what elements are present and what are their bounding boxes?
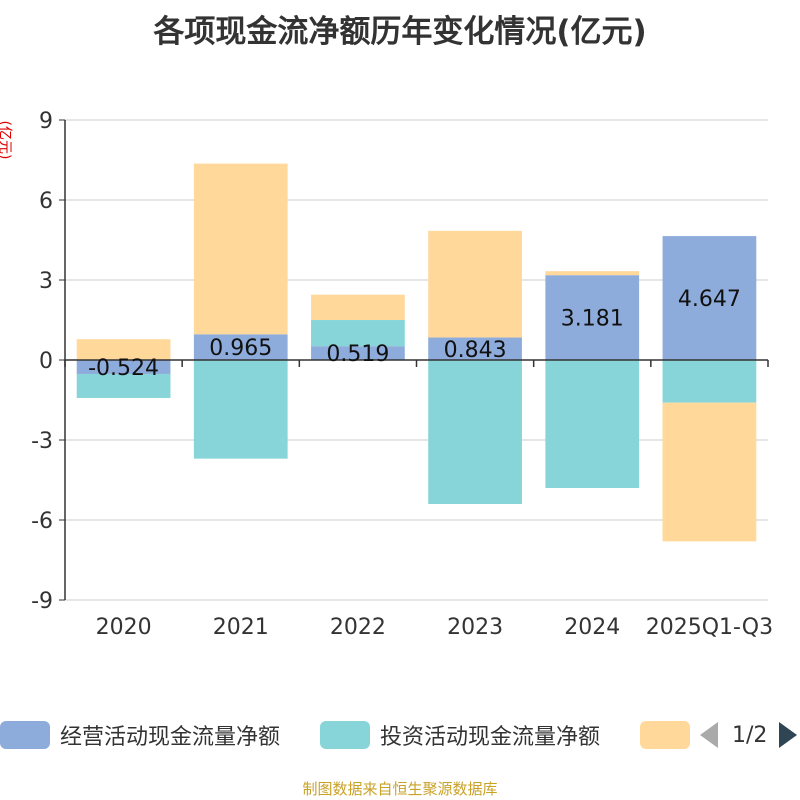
stacked-bar-chart: -9 -6 -3 0 3 6 9 2020 2021 2022 2023 2024 2025Q1-Q3 -… (31, 109, 773, 640)
bar-investing-2023 (428, 360, 522, 504)
bar-financing-2023 (428, 230, 522, 338)
data-label: -0.524 (88, 356, 159, 381)
data-source-note: 制图数据来自恒生聚源数据库 (302, 780, 498, 798)
bar-operating-2022 (311, 346, 405, 360)
bar-financing-2025Q1-Q3 (662, 402, 757, 542)
bar-investing-2021 (193, 360, 288, 459)
bar-financing-2020 (76, 339, 171, 360)
legend-swatch-investing (320, 721, 370, 749)
x-tick-label: 2021 (213, 615, 269, 640)
legend-prev-page-icon[interactable] (700, 722, 718, 748)
x-tick-label: 2024 (564, 615, 620, 640)
data-label: 0.843 (444, 338, 507, 363)
y-tick-label: 6 (39, 189, 53, 214)
y-tick-label: 3 (39, 269, 53, 294)
legend-item-operating[interactable]: 经营活动现金流量净额 (0, 718, 280, 752)
chart-title: 各项现金流净额历年变化情况(亿元) (153, 14, 647, 50)
bar-financing-2024 (545, 271, 640, 276)
y-tick-label: 9 (39, 109, 53, 134)
x-tick-label: 2022 (330, 615, 386, 640)
bar-investing-2022 (311, 320, 405, 347)
y-tick-label: 0 (39, 349, 53, 374)
bar-operating-2020 (76, 360, 171, 374)
legend-item-financing[interactable] (640, 718, 700, 752)
legend-swatch-financing (640, 721, 690, 749)
bar-operating-2024 (545, 275, 640, 360)
y-tick-label: -6 (31, 509, 53, 534)
legend-next-page-icon[interactable] (779, 722, 798, 748)
bar-financing-2022 (311, 294, 405, 321)
data-label: 0.519 (326, 342, 389, 367)
data-label: 4.647 (678, 287, 741, 312)
legend-label-investing: 投资活动现金流量净额 (380, 725, 601, 750)
legend-page-indicator: 1/2 (732, 722, 768, 748)
bar-investing-2020 (76, 373, 171, 398)
legend-label-operating: 经营活动现金流量净额 (60, 725, 281, 750)
bar-operating-2025Q1-Q3 (662, 236, 757, 360)
y-tick-label: -9 (31, 589, 53, 614)
bar-operating-2023 (428, 337, 522, 360)
x-tick-label: 2025Q1-Q3 (646, 615, 773, 640)
bar-investing-2024 (545, 360, 640, 488)
x-tick-label: 2023 (447, 615, 503, 640)
legend-item-investing[interactable]: 投资活动现金流量净额 (320, 718, 600, 752)
legend: 经营活动现金流量净额 投资活动现金流量净额 1/2 (0, 718, 800, 752)
data-label: 3.181 (561, 307, 624, 332)
bar-investing-2025Q1-Q3 (662, 360, 757, 403)
data-label: 0.965 (209, 336, 272, 361)
legend-swatch-operating (0, 721, 50, 749)
y-tick-label: -3 (31, 429, 53, 454)
x-tick-label: 2020 (96, 615, 152, 640)
bar-operating-2021 (193, 334, 288, 360)
bar-financing-2021 (193, 163, 288, 335)
legend-pager: 1/2 (700, 718, 798, 752)
